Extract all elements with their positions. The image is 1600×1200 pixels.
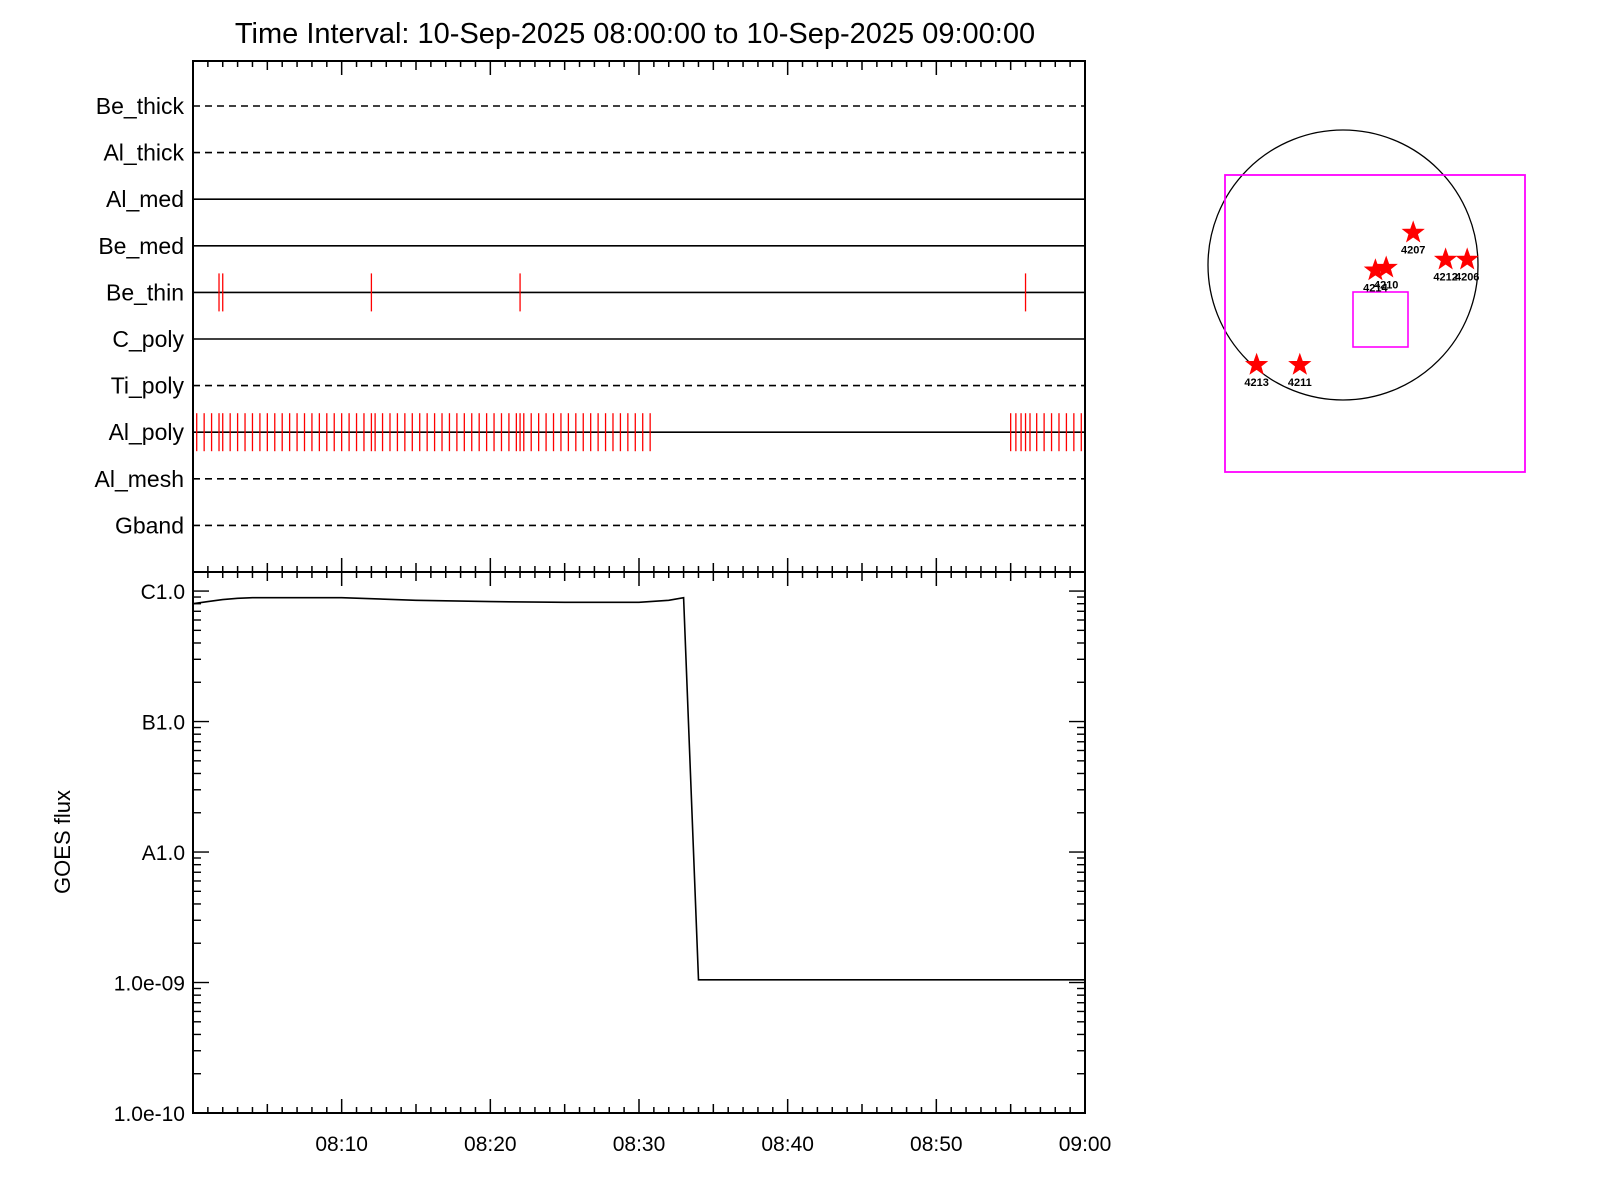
active-region-star [1455, 247, 1479, 270]
filter-label: C_poly [112, 326, 184, 352]
x-tick-label: 08:20 [464, 1133, 517, 1156]
active-region-label: 4211 [1288, 377, 1312, 389]
x-tick-label: 08:40 [761, 1133, 814, 1156]
flux-line [192, 596, 1085, 981]
goes-flux-panel: 08:10 08:20 08:30 08:40 08:50 09:00 C1.0 B1.0 A1… [114, 571, 1112, 1156]
y-tick-label: 1.0e-09 [114, 973, 185, 996]
y-axis-label: GOES flux [50, 790, 75, 894]
active-region-label: 4212 [1433, 272, 1457, 284]
x-tick-label: 09:00 [1059, 1133, 1112, 1156]
solar-disk [1207, 129, 1479, 401]
y-tick-label: A1.0 [142, 842, 185, 865]
x-tick-label: 08:10 [315, 1133, 368, 1156]
filter-label: Gband [115, 512, 184, 538]
outer-fov-box [1224, 174, 1526, 473]
inner-fov-box [1352, 291, 1409, 348]
filter-label: Be_med [98, 233, 184, 259]
filter-label: Ti_poly [111, 373, 185, 399]
filter-label: Al_med [106, 186, 184, 212]
filter-timeline-panel: Be_thick Al_thick Al_med Be_med Be_thin C_pol… [95, 60, 1086, 573]
timeline-frame [192, 60, 1086, 573]
active-region-star [1244, 352, 1269, 375]
y-tick-label: C1.0 [141, 581, 185, 604]
active-region-star [1433, 247, 1458, 270]
filter-label: Al_poly [109, 419, 185, 445]
filter-label: Be_thick [96, 93, 185, 119]
y-tick-label: 1.0e-10 [114, 1103, 185, 1126]
active-region-star [1363, 258, 1388, 281]
filter-label: Al_thick [103, 140, 184, 166]
y-tick-label: B1.0 [142, 712, 185, 735]
flux-frame [192, 571, 1086, 1114]
chart-title: Time Interval: 10-Sep-2025 08:00:00 to 1… [235, 18, 1035, 50]
active-region-star [1401, 220, 1425, 243]
x-tick-label: 08:30 [613, 1133, 666, 1156]
active-region-label: 4206 [1455, 272, 1479, 284]
filter-label: Al_mesh [95, 466, 184, 492]
active-region-label: 4213 [1244, 377, 1268, 389]
active-region-label: 4214 [1363, 282, 1388, 294]
active-region-label: 4210 [1374, 280, 1398, 292]
x-tick-label: 08:50 [910, 1133, 963, 1156]
active-region-star [1288, 352, 1312, 375]
active-region-label: 4207 [1401, 245, 1425, 257]
filter-label: Be_thin [106, 279, 184, 305]
